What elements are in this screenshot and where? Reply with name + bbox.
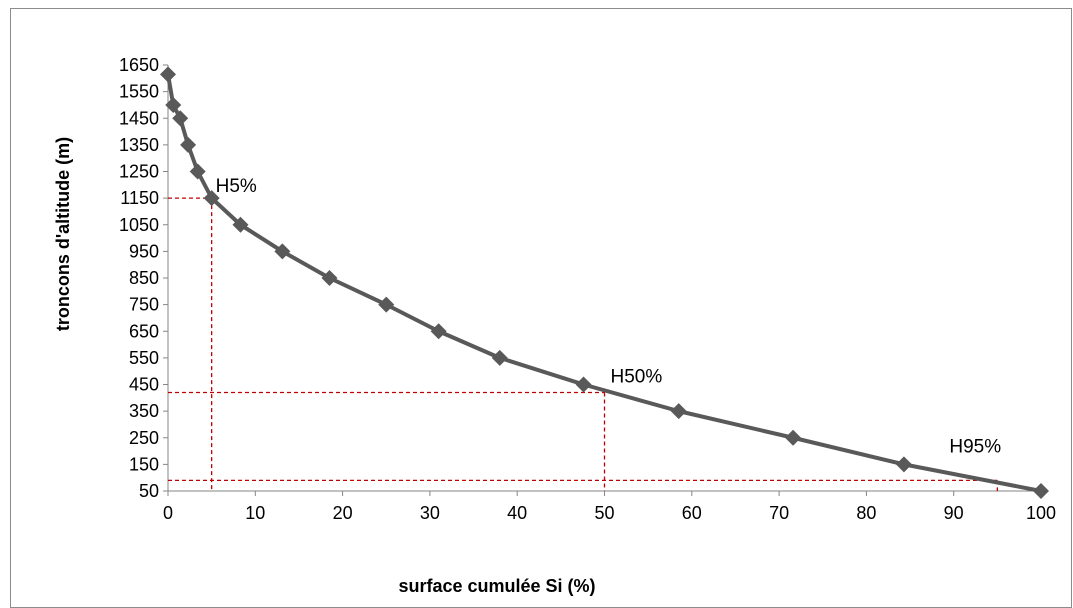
y-tick-label: 150 (129, 454, 159, 474)
data-point (491, 349, 508, 366)
x-tick-label: 70 (769, 503, 789, 523)
x-tick-label: 100 (1026, 503, 1056, 523)
data-point (785, 429, 802, 446)
x-tick-label: 10 (245, 503, 265, 523)
x-tick-labels: 0 10 20 30 40 50 60 70 80 90 100 (163, 491, 1056, 523)
data-point (274, 243, 291, 260)
data-point (575, 376, 592, 393)
x-tick-label: 30 (420, 503, 440, 523)
data-point (180, 136, 197, 153)
y-tick-label: 1050 (119, 215, 159, 235)
annotations: H5% H50% H95% (216, 176, 1002, 457)
x-tick-label: 90 (944, 503, 964, 523)
series-layer (160, 66, 1049, 499)
y-tick-label: 1450 (119, 108, 159, 128)
data-point (203, 190, 220, 207)
x-tick-label: 0 (163, 503, 173, 523)
data-point (378, 296, 395, 313)
y-tick-label: 1250 (119, 162, 159, 182)
data-point (321, 270, 338, 286)
y-tick-label: 950 (129, 241, 159, 261)
y-tick-label: 1550 (119, 82, 159, 102)
annotation-label: H5% (216, 176, 257, 197)
x-axis-title: surface cumulée Si (%) (398, 576, 595, 596)
x-tick-label: 60 (682, 503, 702, 523)
data-point (172, 110, 189, 127)
y-axis-title: troncons d'altitude (m) (53, 137, 73, 331)
y-tick-label: 450 (129, 375, 159, 395)
y-tick-label: 850 (129, 268, 159, 288)
data-point (189, 163, 206, 180)
data-point (165, 96, 182, 113)
y-tick-label: 650 (129, 321, 159, 341)
x-tick-label: 50 (594, 503, 614, 523)
chart-frame: 0 10 20 30 40 50 60 70 80 90 100 50 150 250 350 450 550… (10, 8, 1072, 608)
y-tick-label: 50 (139, 481, 159, 501)
reference-lines (168, 197, 998, 491)
axes (167, 65, 1041, 492)
data-point (232, 216, 249, 233)
x-tick-label: 80 (856, 503, 876, 523)
y-tick-label: 550 (129, 348, 159, 368)
data-point (670, 403, 687, 420)
data-point (895, 456, 912, 473)
x-tick-label: 20 (333, 503, 353, 523)
annotation-label: H95% (949, 436, 1001, 457)
y-tick-label: 1350 (119, 135, 159, 155)
y-tick-label: 1150 (120, 188, 159, 208)
y-tick-label: 250 (129, 428, 159, 448)
x-tick-label: 40 (507, 503, 527, 523)
y-tick-label: 1650 (119, 55, 159, 75)
annotation-label: H50% (611, 366, 663, 387)
y-tick-label: 350 (129, 401, 159, 421)
data-point (160, 66, 176, 83)
y-tick-label: 750 (129, 295, 159, 315)
data-point (430, 323, 447, 340)
altitude-curve-chart: 0 10 20 30 40 50 60 70 80 90 100 50 150 250 350 450 550… (53, 55, 1056, 596)
y-tick-labels: 50 150 250 350 450 550 650 750 850 950 1050 1150 125… (119, 55, 168, 501)
data-point (1033, 483, 1049, 499)
